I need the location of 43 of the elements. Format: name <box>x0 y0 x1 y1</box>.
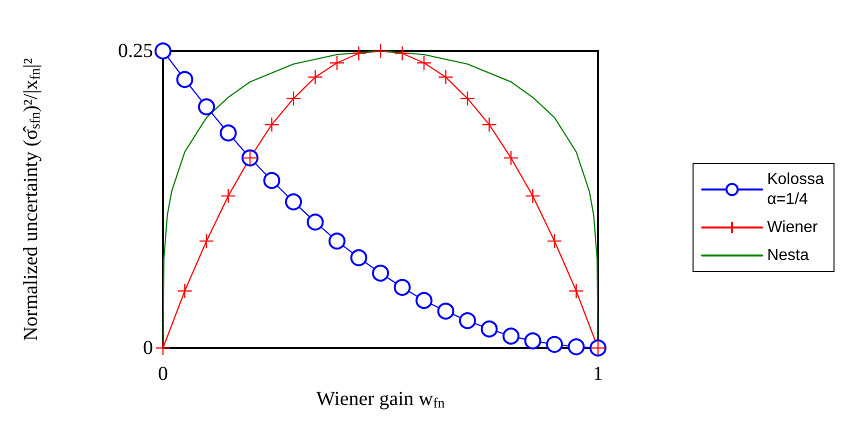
point <box>351 46 366 61</box>
legend-label: Wiener <box>767 219 818 236</box>
point <box>198 233 214 249</box>
y-tick-label: 0.25 <box>118 40 153 62</box>
point <box>482 117 497 132</box>
x-tick-label: 1 <box>593 363 603 385</box>
point <box>372 264 389 282</box>
legend-label: Kolossa α=1/4 <box>767 171 824 208</box>
point <box>328 232 346 250</box>
point <box>155 340 171 356</box>
point <box>438 70 454 85</box>
point <box>263 172 280 189</box>
point <box>546 336 563 353</box>
point <box>176 71 194 88</box>
point <box>198 98 215 116</box>
point <box>286 90 302 106</box>
point <box>503 150 519 166</box>
legend-label: Nesta <box>767 247 809 264</box>
point <box>264 117 280 132</box>
point <box>285 193 302 210</box>
point <box>416 55 432 70</box>
point <box>177 283 192 299</box>
point <box>480 320 498 338</box>
point <box>502 328 520 345</box>
point <box>350 249 368 266</box>
point <box>154 42 172 60</box>
point <box>306 214 324 231</box>
point <box>372 43 388 59</box>
point <box>524 332 542 350</box>
point <box>546 233 562 249</box>
point <box>220 188 236 204</box>
point <box>568 283 584 299</box>
point <box>437 302 454 320</box>
point <box>394 46 410 61</box>
point <box>308 70 323 85</box>
point <box>329 55 345 70</box>
point <box>394 278 411 296</box>
point <box>568 338 585 356</box>
point <box>460 90 476 106</box>
point <box>459 312 476 330</box>
point <box>220 124 237 142</box>
point <box>525 188 540 204</box>
point <box>416 292 432 309</box>
